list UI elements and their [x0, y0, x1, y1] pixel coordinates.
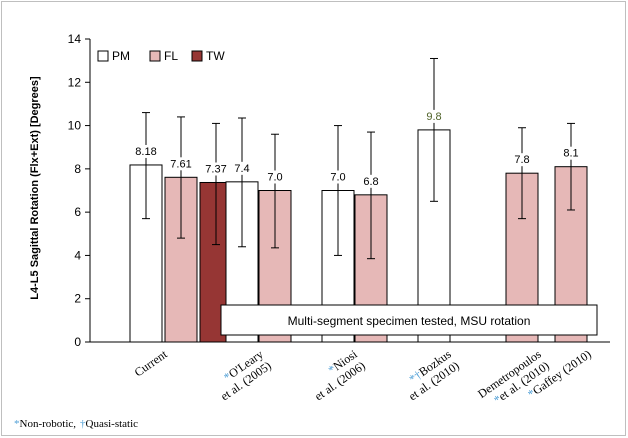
- footnote-mark-1: *: [14, 418, 20, 430]
- error-bars: [142, 57, 575, 260]
- category-label: Current: [132, 347, 171, 380]
- y-tick-label: 8: [74, 162, 81, 176]
- legend-swatch-pm: [97, 50, 109, 62]
- category-text: Current: [132, 347, 171, 380]
- y-tick-label: 0: [74, 335, 81, 349]
- bar-pm: [129, 164, 163, 343]
- data-label: 8.1: [563, 148, 578, 160]
- y-tick-label: 14: [68, 32, 82, 46]
- data-label: 8.18: [135, 146, 156, 158]
- category-label-line: Current: [132, 347, 171, 380]
- y-tick-label: 6: [74, 205, 81, 219]
- y-tick-label: 2: [74, 292, 81, 306]
- y-axis-label: L4-L5 Sagittal Rotation (Flx+Ext) [Degre…: [29, 76, 41, 300]
- data-label-background: [325, 170, 351, 184]
- data-label: 7.0: [267, 172, 282, 184]
- data-label-background: [262, 170, 288, 184]
- data-label: 7.37: [205, 163, 226, 175]
- annotation-box-border: [220, 304, 598, 336]
- data-label-background: [203, 162, 229, 176]
- data-label: 7.4: [234, 163, 249, 175]
- legend-label-fl: FL: [164, 49, 178, 63]
- legend-swatch-fl: [149, 50, 161, 62]
- data-label: 9.8: [426, 111, 441, 123]
- footnote-text-2: Quasi-static: [86, 418, 139, 430]
- data-label: 7.0: [330, 172, 345, 184]
- bars: [129, 129, 588, 343]
- data-label: 6.8: [363, 176, 378, 188]
- data-label-background: [421, 109, 447, 123]
- data-label-background: [229, 161, 255, 175]
- legend-label-pm: PM: [112, 49, 130, 63]
- data-label-background: [168, 157, 194, 171]
- data-label-background: [133, 144, 159, 158]
- data-label-background: [558, 146, 584, 160]
- footnote: *Non-robotic, †Quasi-static: [14, 418, 138, 430]
- y-tick-label: 12: [68, 75, 82, 89]
- data-labels: 8.18 7.61 7.37 7.4 7.0 7.0 6.8 9.8 7.8 8.1: [133, 109, 584, 188]
- legend-swatch-tw: [191, 50, 203, 62]
- data-label: 7.8: [514, 154, 529, 166]
- footnote-mark-2: †: [80, 418, 86, 430]
- legend: PM FL TW: [97, 49, 225, 63]
- footnote-text-1: Non-robotic,: [20, 418, 77, 430]
- data-label: 7.61: [170, 158, 191, 170]
- y-tick-label: 4: [74, 248, 81, 262]
- data-label-background: [358, 174, 384, 188]
- legend-label-tw: TW: [206, 49, 225, 63]
- annotation-box: Multi-segment specimen tested, MSU rotat…: [220, 304, 598, 336]
- annotation-text: Multi-segment specimen tested, MSU rotat…: [288, 314, 531, 328]
- data-label-background: [509, 153, 535, 167]
- y-tick-label: 10: [68, 119, 82, 133]
